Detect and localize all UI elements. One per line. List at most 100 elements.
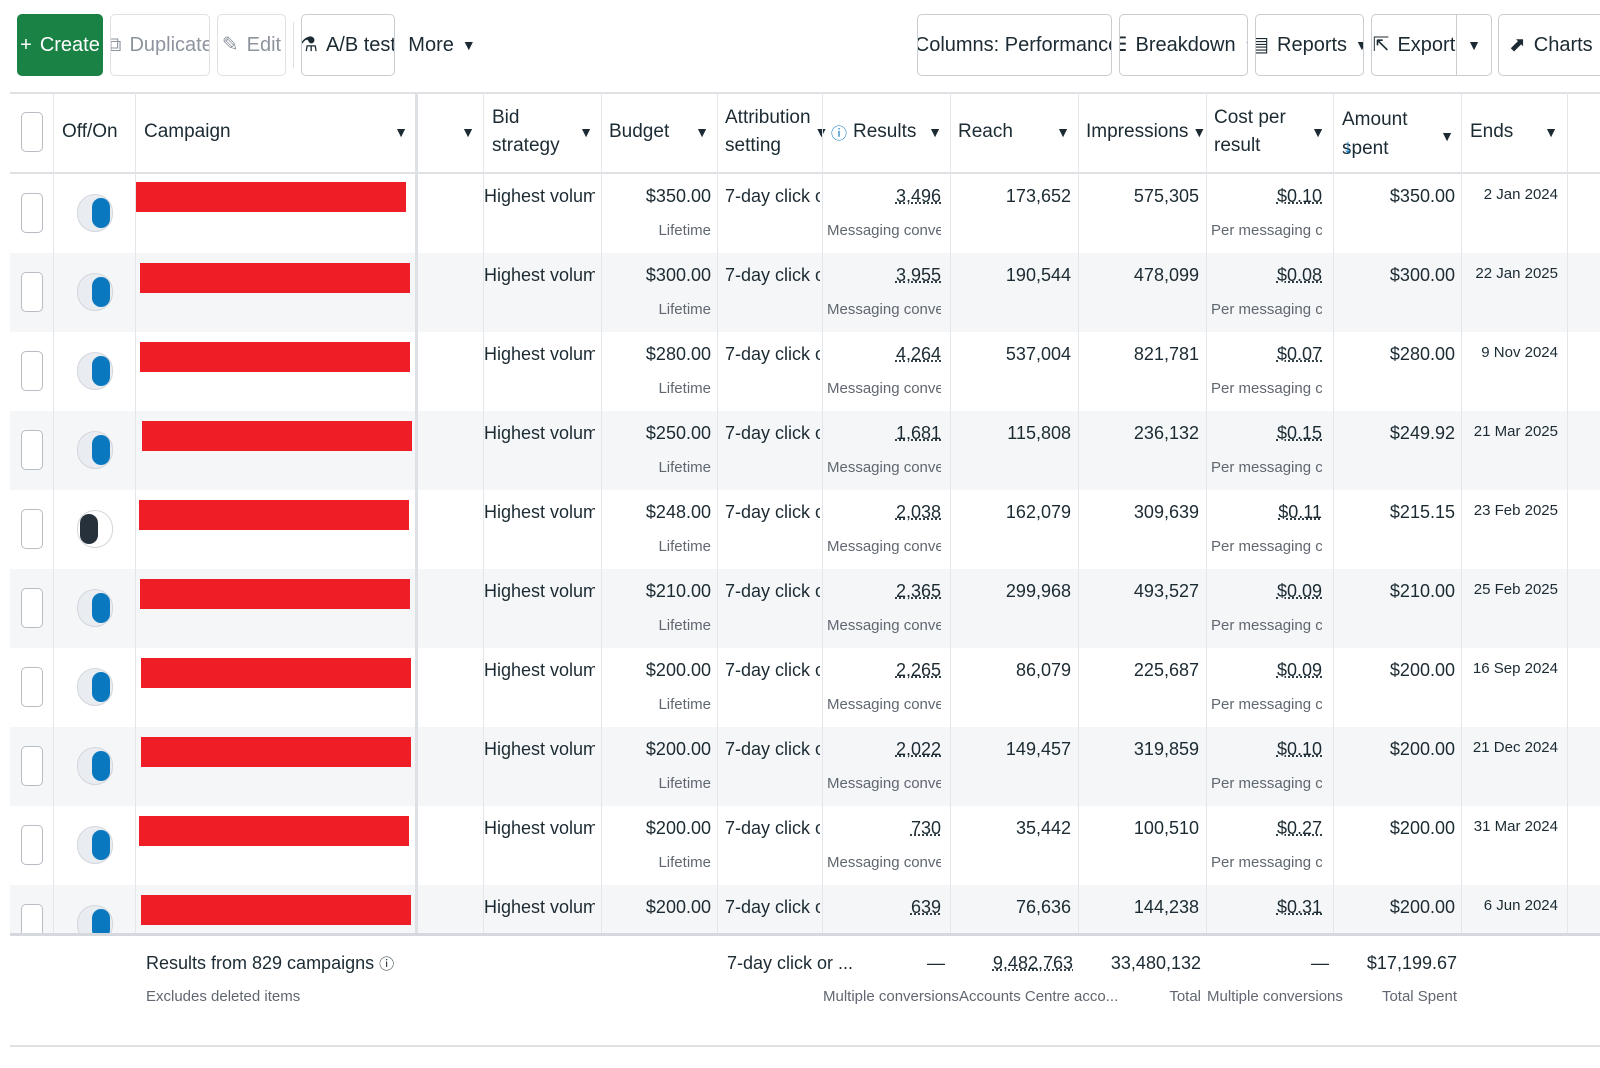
cell-cost-per-result-subtext: Per messaging conver...	[1211, 854, 1322, 871]
table-row[interactable]: Highest volume $280.00 Lifetime 7-day click…	[10, 332, 1600, 411]
table-row[interactable]: Highest volume $200.00 Lifetime 7-day click…	[10, 648, 1600, 727]
breakdown-button[interactable]: ☰ Breakdown ▼	[1119, 14, 1248, 76]
more-button[interactable]: More ▼	[404, 14, 480, 76]
row-checkbox[interactable]	[21, 746, 43, 786]
select-all-checkbox[interactable]	[21, 112, 43, 152]
cell-cost-per-result[interactable]: $0.09 Per messaging conver...	[1207, 569, 1322, 648]
header-ends[interactable]: Ends ▼	[1470, 120, 1558, 142]
cell-cost-per-result[interactable]: $0.10 Per messaging conver...	[1207, 727, 1322, 806]
cell-results[interactable]: 1,681 Messaging conversati...	[823, 411, 941, 490]
create-button[interactable]: + Create	[17, 14, 103, 76]
table-row[interactable]: Highest volume $200.00 Lifetime 7-day click…	[10, 727, 1600, 806]
table-row[interactable]: Highest volume $248.00 Lifetime 7-day click…	[10, 490, 1600, 569]
cell-impressions-value: 144,238	[1133, 897, 1199, 917]
chart-icon: ⬈	[1509, 34, 1526, 56]
columns-button[interactable]: ▥ Columns: Performance ▼	[917, 14, 1112, 76]
reports-button[interactable]: ▤ Reports ▼	[1255, 14, 1364, 76]
cell-cost-per-result[interactable]: $0.31	[1207, 885, 1322, 964]
header-bid-strategy[interactable]: Bid strategy ▼	[492, 106, 593, 157]
table-row[interactable]: Highest volume $210.00 Lifetime 7-day click…	[10, 569, 1600, 648]
header-results[interactable]: ⓘ Results ▼	[831, 120, 942, 143]
info-icon[interactable]: ⓘ	[831, 126, 848, 143]
cell-results[interactable]: 3,496 Messaging conversati...	[823, 174, 941, 253]
campaign-toggle[interactable]	[77, 668, 113, 706]
cell-results[interactable]: 2,265 Messaging conversati...	[823, 648, 941, 727]
cell-cost-per-result[interactable]: $0.15 Per messaging conver...	[1207, 411, 1322, 490]
header-delivery[interactable]: ▼	[419, 92, 483, 172]
cell-cost-per-result[interactable]: $0.10 Per messaging conver...	[1207, 174, 1322, 253]
row-checkbox[interactable]	[21, 193, 43, 233]
duplicate-button[interactable]: ⧉ Duplicate	[110, 14, 210, 76]
campaign-name-redacted[interactable]	[139, 500, 409, 530]
cell-ends-value: 25 Feb 2025	[1473, 581, 1558, 598]
header-amount-spent[interactable]: Amount spent ▼	[1342, 109, 1454, 159]
table-row[interactable]: Highest volume $350.00 Lifetime 7-day click…	[10, 174, 1600, 253]
cell-bid-strategy: Highest volume	[484, 332, 595, 411]
ab-test-button[interactable]: ⚗ A/B test	[301, 14, 395, 76]
row-checkbox[interactable]	[21, 272, 43, 312]
cell-budget-subtext: Lifetime	[658, 459, 711, 476]
cell-cost-per-result[interactable]: $0.11 Per messaging conver...	[1207, 490, 1322, 569]
campaign-name-redacted[interactable]	[136, 182, 406, 212]
cell-attribution: 7-day click or ...	[725, 490, 820, 569]
header-budget[interactable]: Budget ▼	[609, 120, 709, 142]
cell-results[interactable]: 2,365 Messaging conversati...	[823, 569, 941, 648]
cell-amount-spent-value: $300.00	[1389, 265, 1455, 285]
campaign-name-redacted[interactable]	[139, 816, 409, 846]
info-icon[interactable]: ⓘ	[379, 956, 395, 973]
row-checkbox[interactable]	[21, 825, 43, 865]
footer-reach[interactable]: 9,482,763	[992, 953, 1073, 973]
header-campaign[interactable]: Campaign ▼	[144, 120, 408, 142]
campaign-toggle[interactable]	[77, 826, 113, 864]
campaign-name-redacted[interactable]	[142, 421, 412, 451]
campaign-name-redacted[interactable]	[140, 579, 410, 609]
cell-impressions: 821,781	[1079, 332, 1199, 411]
campaign-name-redacted[interactable]	[141, 658, 411, 688]
cell-results[interactable]: 730 Messaging conversati...	[823, 806, 941, 885]
cell-results[interactable]: 2,038 Messaging conversati...	[823, 490, 941, 569]
charts-button[interactable]: ⬈ Charts	[1498, 14, 1600, 76]
cell-budget-value: $200.00	[645, 897, 711, 917]
cell-cost-per-result[interactable]: $0.09 Per messaging conver...	[1207, 648, 1322, 727]
sort-descending-icon[interactable]: ↓	[1343, 136, 1353, 158]
campaign-name-redacted[interactable]	[141, 737, 411, 767]
header-cost-per-result[interactable]: Cost per result ▼	[1214, 106, 1325, 157]
cell-results[interactable]: 4,264 Messaging conversati...	[823, 332, 941, 411]
campaign-toggle[interactable]	[77, 273, 113, 311]
cell-amount-spent: $300.00	[1335, 253, 1455, 332]
campaign-name-redacted[interactable]	[140, 342, 410, 372]
table-row[interactable]: Highest volume $200.00 Lifetime 7-day click…	[10, 806, 1600, 885]
cell-amount-spent-value: $200.00	[1389, 897, 1455, 917]
cell-reach: 115,808	[951, 411, 1071, 490]
cell-budget: $200.00 Lifetime	[601, 648, 711, 727]
cell-cost-per-result[interactable]: $0.08 Per messaging conver...	[1207, 253, 1322, 332]
cell-results[interactable]: 3,955 Messaging conversati...	[823, 253, 941, 332]
table-row[interactable]: Highest volume $250.00 Lifetime 7-day click…	[10, 411, 1600, 490]
campaign-toggle[interactable]	[77, 510, 113, 548]
cell-cost-per-result[interactable]: $0.07 Per messaging conver...	[1207, 332, 1322, 411]
row-checkbox[interactable]	[21, 588, 43, 628]
row-checkbox[interactable]	[21, 430, 43, 470]
row-checkbox[interactable]	[21, 509, 43, 549]
cell-impressions-value: 225,687	[1133, 660, 1199, 680]
header-reach[interactable]: Reach ▼	[958, 120, 1070, 142]
footer-cost-per-result-sub: Multiple conversions	[1207, 988, 1343, 1005]
header-impressions[interactable]: Impressions ▼	[1086, 120, 1207, 142]
campaign-toggle[interactable]	[77, 352, 113, 390]
table-row[interactable]: Highest volume $300.00 Lifetime 7-day click…	[10, 253, 1600, 332]
cell-results[interactable]: 639	[823, 885, 941, 964]
campaign-toggle[interactable]	[77, 747, 113, 785]
campaign-name-redacted[interactable]	[141, 895, 411, 925]
cell-results[interactable]: 2,022 Messaging conversati...	[823, 727, 941, 806]
edit-button[interactable]: ✎ Edit	[217, 14, 286, 76]
campaign-name-redacted[interactable]	[140, 263, 410, 293]
campaign-toggle[interactable]	[77, 194, 113, 232]
campaign-toggle[interactable]	[77, 589, 113, 627]
export-dropdown-button[interactable]: ▼	[1456, 14, 1492, 76]
campaign-toggle[interactable]	[77, 431, 113, 469]
row-checkbox[interactable]	[21, 667, 43, 707]
export-button[interactable]: ⇱ Export	[1371, 14, 1457, 76]
cell-cost-per-result[interactable]: $0.27 Per messaging conver...	[1207, 806, 1322, 885]
row-checkbox[interactable]	[21, 351, 43, 391]
